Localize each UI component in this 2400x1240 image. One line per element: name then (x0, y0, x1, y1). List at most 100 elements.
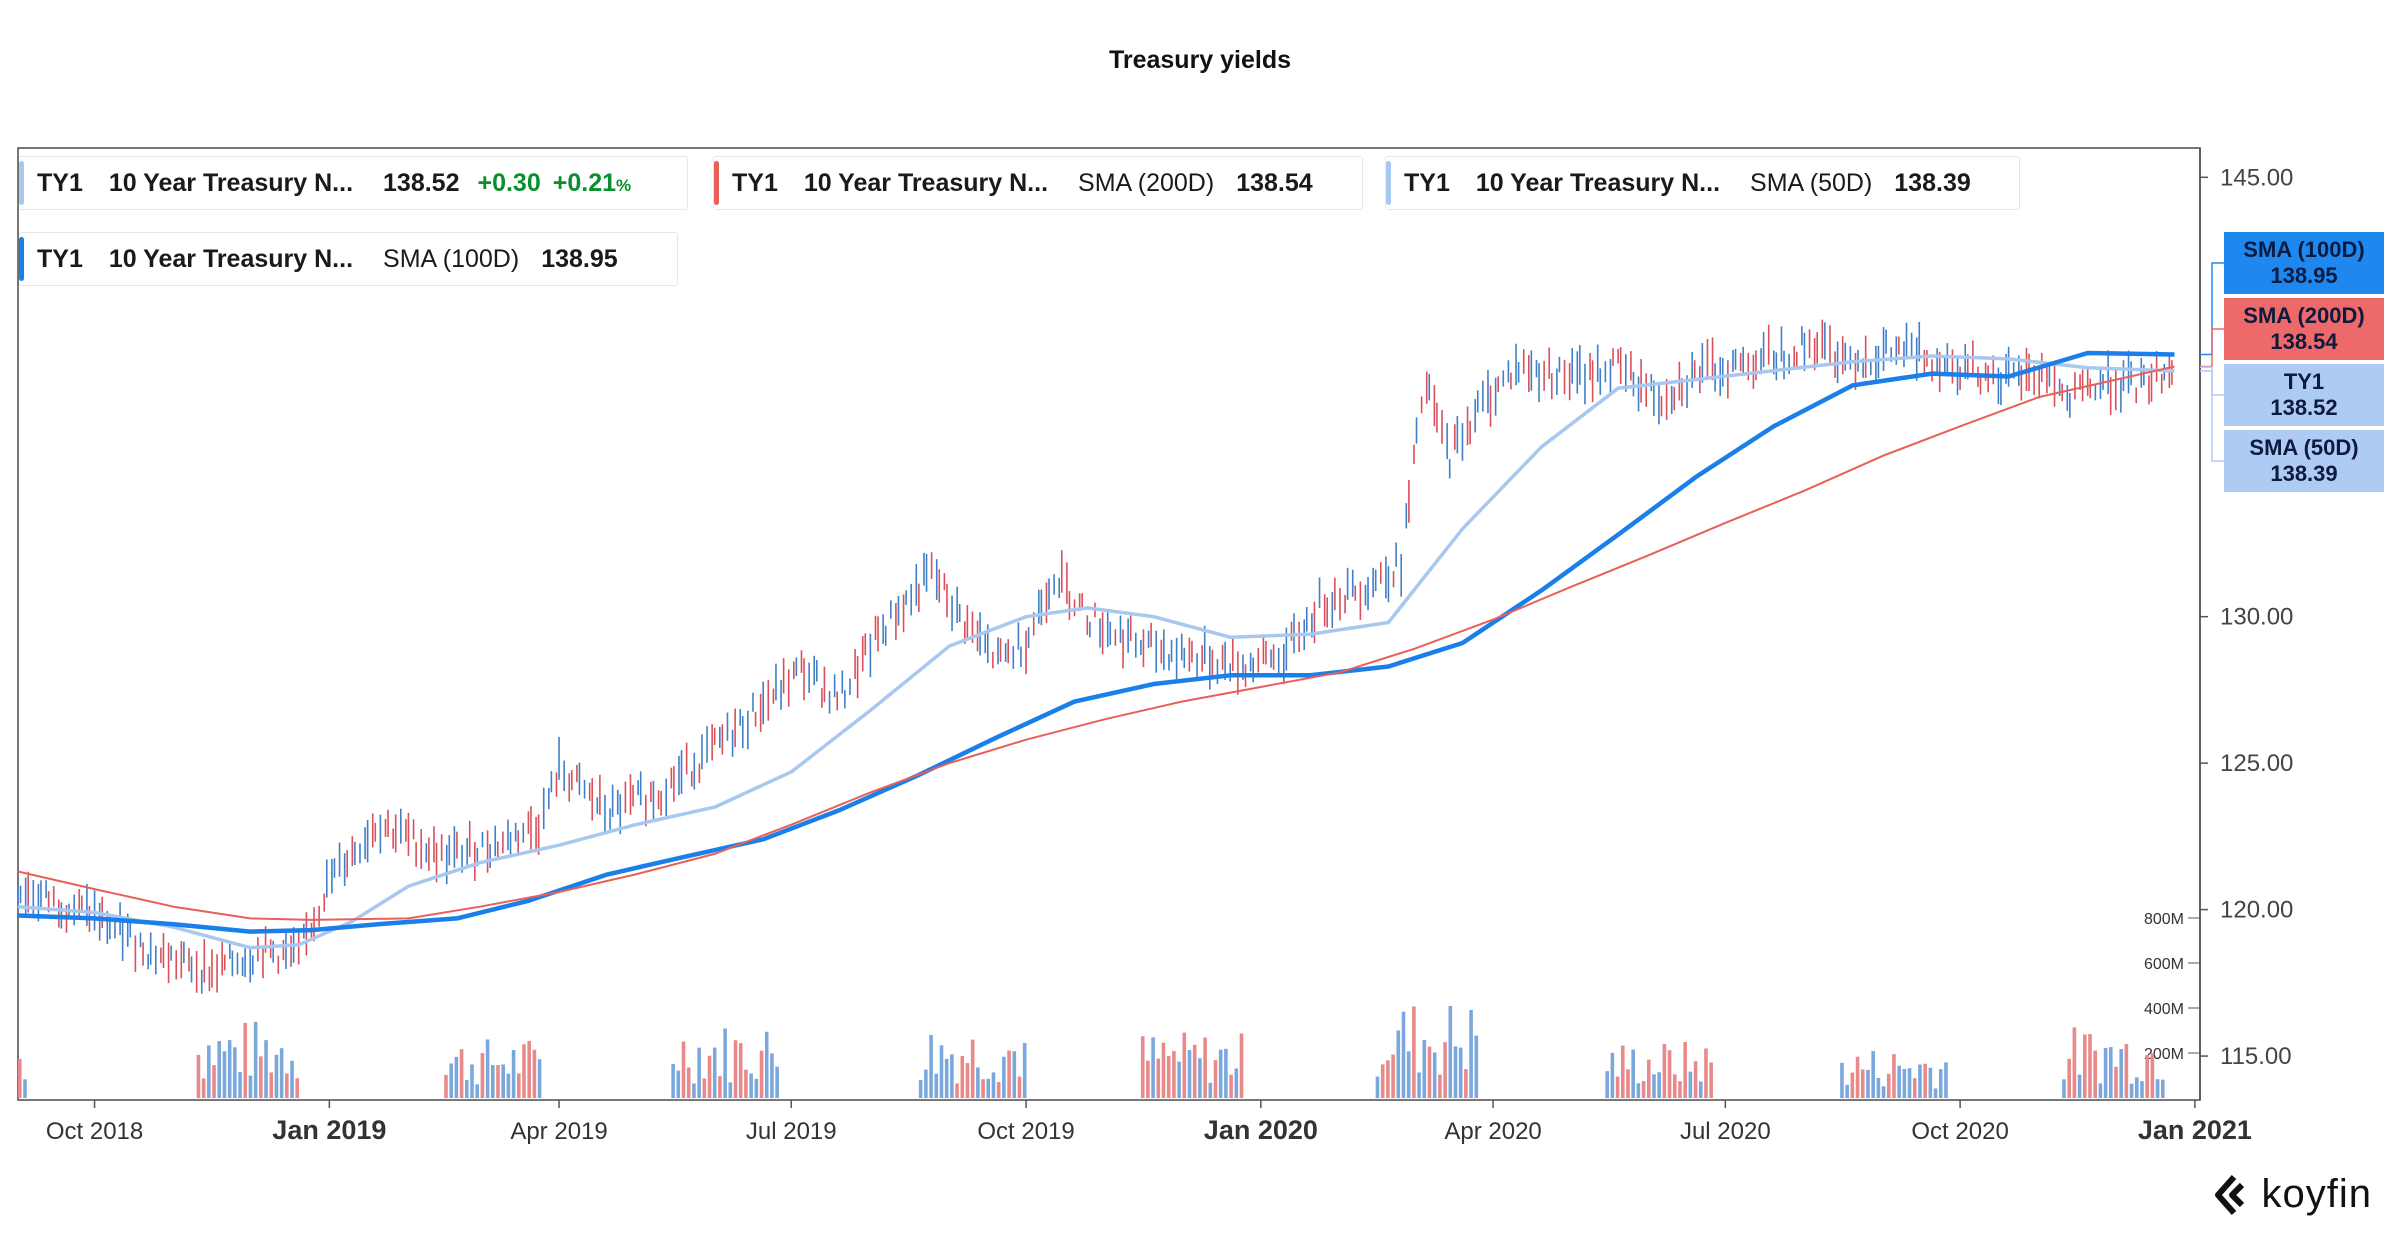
volume-bar (227, 1040, 232, 1098)
volume-bar (1923, 1063, 1927, 1098)
volume-bar (1636, 1083, 1641, 1098)
volume-bar (464, 1080, 469, 1098)
volume-bar (501, 1064, 505, 1098)
volume-bar (1886, 1073, 1891, 1098)
volume-bar (744, 1069, 748, 1098)
legend-swatch (19, 237, 24, 281)
volume-bar (1693, 1061, 1698, 1098)
volume-bar (1438, 1074, 1442, 1098)
volume-bar (1610, 1052, 1615, 1098)
y-tick-label: 115.00 (2220, 1043, 2292, 1070)
volume-bar (1652, 1074, 1656, 1098)
volume-bar (1380, 1064, 1385, 1098)
volume-bar (1187, 1050, 1192, 1098)
volume-bar (738, 1043, 743, 1098)
volume-bar (490, 1065, 495, 1098)
volume-bar (965, 1063, 970, 1098)
x-tick-label: Oct 2020 (1911, 1118, 2008, 1145)
volume-bar (1902, 1068, 1907, 1098)
volume-bar (1017, 1076, 1022, 1098)
volume-bar (1448, 1005, 1453, 1098)
volume-bar (1860, 1069, 1865, 1098)
volume-bar (1897, 1065, 1901, 1098)
volume-bar (1698, 1081, 1703, 1098)
y-tick-label: 125.00 (2220, 750, 2293, 777)
volume-bar (918, 1079, 923, 1098)
series-line-sma-50d- (17, 354, 2175, 950)
legend-value: 138.39 (1894, 168, 1971, 197)
legend-name: 10 Year Treasury N... (108, 244, 354, 273)
volume-bar (1876, 1078, 1881, 1098)
volume-bar (2150, 1053, 2155, 1098)
volume-bar (676, 1070, 681, 1098)
volume-bar (295, 1078, 300, 1098)
volume-bar (697, 1047, 701, 1098)
volume-bar (1626, 1069, 1630, 1098)
x-tick-label: Jan 2021 (2138, 1115, 2252, 1145)
price-tag-sma-200: SMA (200D) 138.54 (2224, 298, 2384, 360)
volume-bar (970, 1039, 975, 1098)
volume-tick-label: 400M (2144, 1001, 2184, 1018)
volume-bar (770, 1053, 774, 1098)
volume-bar (1417, 1072, 1421, 1098)
volume-bar (981, 1079, 985, 1098)
series-line-sma-200d- (17, 365, 2175, 921)
legend-sma-200[interactable]: TY1 10 Year Treasury N... SMA (200D) 138… (713, 156, 1363, 210)
legend-ty1-price[interactable]: TY1 10 Year Treasury N... 138.52 +0.30 +… (18, 156, 688, 210)
legend-symbol: TY1 (37, 168, 83, 197)
koyfin-logo-mark-icon (2214, 1174, 2244, 1215)
volume-bar (2093, 1050, 2097, 1098)
volume-bar (1688, 1071, 1693, 1098)
volume-bar (1881, 1086, 1886, 1098)
volume-bar (1151, 1037, 1155, 1098)
legend-indicator: SMA (200D) (1078, 168, 1215, 197)
volume-bar (496, 1065, 500, 1098)
volume-bar (459, 1049, 464, 1098)
tag-label: SMA (200D) (2243, 303, 2365, 328)
tag-value: 138.52 (2270, 395, 2338, 420)
legend-percent: +0.21% (553, 169, 631, 198)
volume-bar (23, 1079, 27, 1098)
x-tick-label: Jul 2019 (746, 1118, 837, 1145)
legend-indicator: SMA (50D) (1750, 168, 1873, 197)
legend-sma-100[interactable]: TY1 10 Year Treasury N... SMA (100D) 138… (18, 232, 678, 286)
volume-bar (1928, 1067, 1933, 1098)
volume-bar (264, 1040, 268, 1098)
series-line-sma-100d- (17, 350, 2175, 934)
tag-value: 138.95 (2270, 263, 2338, 288)
x-tick-label: Apr 2020 (1444, 1118, 1541, 1145)
volume-bar (1605, 1071, 1609, 1098)
volume-bar (2129, 1083, 2134, 1098)
volume-bar (238, 1072, 242, 1098)
legend-sma-50[interactable]: TY1 10 Year Treasury N... SMA (50D) 138.… (1385, 156, 2020, 210)
x-tick-label: Jul 2020 (1680, 1118, 1771, 1145)
volume-bar (1709, 1062, 1713, 1098)
volume-bar (764, 1031, 769, 1098)
volume-bar (2114, 1066, 2118, 1098)
volume-bar (196, 1054, 201, 1098)
legend-indicator: SMA (100D) (383, 244, 520, 273)
legend-symbol: TY1 (37, 244, 83, 273)
volume-bar (1469, 1009, 1473, 1098)
volume-bar (2119, 1049, 2123, 1098)
volume-bar (1229, 1074, 1233, 1098)
volume-bar (274, 1054, 279, 1098)
volume-tick-label: 600M (2144, 956, 2184, 973)
volume-bar (1631, 1049, 1635, 1098)
volume-bar (1657, 1072, 1661, 1098)
volume-bar (1203, 1037, 1207, 1098)
volume-tick-label: 800M (2144, 911, 2184, 928)
volume-bar (1208, 1082, 1213, 1098)
y-tick-label: 130.00 (2220, 604, 2293, 631)
volume-bar (233, 1047, 237, 1098)
volume-bar (1944, 1062, 1948, 1098)
chart-title: Treasury yields (1108, 46, 1292, 74)
volume-bar (1683, 1042, 1687, 1098)
volume-bar (201, 1078, 206, 1098)
volume-bar (516, 1073, 521, 1098)
volume-bar (470, 1064, 474, 1098)
volume-bar (1672, 1074, 1677, 1098)
volume-bar (702, 1078, 707, 1098)
volume-bar (2145, 1054, 2149, 1098)
